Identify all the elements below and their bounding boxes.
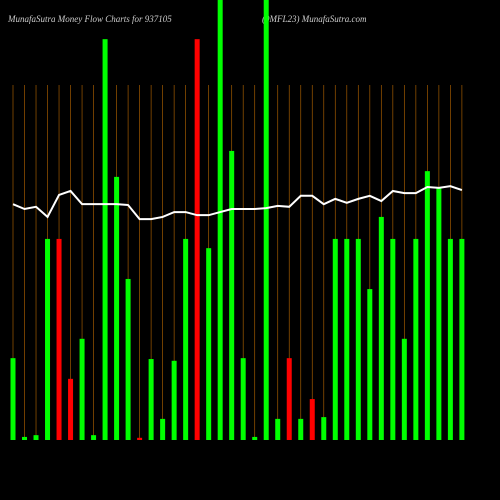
bar <box>148 359 154 440</box>
bar <box>459 238 465 440</box>
bar <box>91 435 97 440</box>
chart-title: MunafaSutra Money Flow Charts for 937105 <box>7 14 172 24</box>
chart-subtitle: (9MFL23) MunafaSutra.com <box>262 14 367 24</box>
bar <box>102 39 108 440</box>
bar <box>22 436 28 440</box>
bar <box>321 417 327 440</box>
bar <box>45 238 51 440</box>
bar <box>447 238 453 440</box>
bar <box>183 238 189 440</box>
bar <box>263 0 269 440</box>
bar <box>436 187 442 440</box>
bar <box>298 418 304 440</box>
bar <box>332 238 338 440</box>
bar <box>79 338 85 440</box>
bar <box>125 278 131 440</box>
bar <box>367 289 373 440</box>
bar <box>10 358 16 440</box>
bar <box>114 176 120 440</box>
bar <box>286 358 292 440</box>
bar <box>137 437 143 440</box>
bar <box>68 378 74 440</box>
bar <box>344 238 350 440</box>
bar <box>171 360 177 440</box>
bar <box>309 399 315 440</box>
bar <box>355 238 361 440</box>
bar <box>401 338 407 440</box>
bar <box>217 0 223 440</box>
bar <box>424 171 430 440</box>
bar <box>229 150 235 441</box>
bar <box>390 238 396 440</box>
bar <box>33 435 39 440</box>
bar <box>275 418 281 440</box>
bar <box>378 216 384 440</box>
bar <box>56 238 62 440</box>
bar <box>194 39 200 440</box>
bar <box>206 248 212 440</box>
bar <box>413 238 419 440</box>
bar <box>160 418 166 440</box>
money-flow-line <box>12 185 463 221</box>
bar <box>240 358 246 440</box>
bar <box>252 436 258 440</box>
